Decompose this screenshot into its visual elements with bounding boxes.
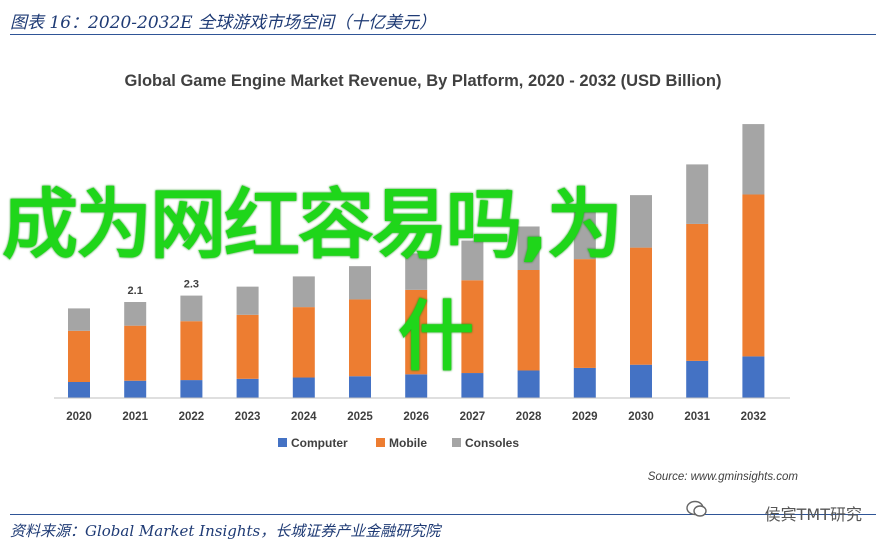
legend-swatch-consoles bbox=[452, 438, 461, 447]
bar-computer-2020 bbox=[68, 382, 90, 398]
legend-label-consoles: Consoles bbox=[465, 436, 519, 450]
wechat-icon bbox=[686, 500, 707, 517]
figure-header: 图表 16：2020-2032E 全球游戏市场空间（十亿美元） bbox=[10, 4, 876, 35]
bar-mobile-2023 bbox=[236, 314, 259, 379]
x-tick-2028: 2028 bbox=[516, 411, 542, 423]
bar-consoles-2026 bbox=[405, 253, 428, 290]
bar-computer-2026 bbox=[405, 374, 428, 398]
bar-mobile-2026 bbox=[405, 289, 428, 375]
bar-consoles-2023 bbox=[236, 286, 259, 315]
bar-computer-2021 bbox=[124, 380, 147, 398]
x-tick-2032: 2032 bbox=[741, 411, 767, 423]
data-labels: 2.1 2.3 bbox=[128, 279, 199, 297]
x-tick-2031: 2031 bbox=[684, 411, 710, 423]
legend: Computer Mobile Consoles bbox=[278, 436, 519, 450]
legend-swatch-mobile bbox=[376, 438, 385, 447]
bar-computer-2022 bbox=[180, 380, 203, 398]
chart-title: Global Game Engine Market Revenue, By Pl… bbox=[125, 72, 722, 90]
data-label-2021: 2.1 bbox=[128, 285, 143, 297]
bar-consoles-2030 bbox=[630, 195, 652, 248]
source-note: 资料来源：Global Market Insights，长城证券产业金融研究院 bbox=[10, 522, 441, 540]
watermark-text: 侯宾TMT研究 bbox=[764, 505, 862, 524]
revenue-stacked-bar-chart: Global Game Engine Market Revenue, By Pl… bbox=[54, 72, 799, 483]
bar-mobile-2024 bbox=[292, 307, 315, 378]
bar-computer-2030 bbox=[630, 364, 652, 398]
bar-consoles-2025 bbox=[349, 266, 371, 300]
x-tick-labels: 2020 2021 2022 2023 2024 2025 2026 2027 2028 2029… bbox=[66, 411, 766, 423]
bar-consoles-2022 bbox=[180, 295, 203, 322]
bar-consoles-2024 bbox=[292, 276, 315, 308]
bar-mobile-2032 bbox=[742, 194, 765, 357]
x-tick-2022: 2022 bbox=[179, 411, 205, 423]
bar-consoles-2020 bbox=[68, 308, 90, 331]
x-tick-2030: 2030 bbox=[628, 411, 654, 423]
bar-consoles-2027 bbox=[461, 240, 484, 281]
data-label-2022: 2.3 bbox=[184, 279, 199, 291]
bar-computer-2032 bbox=[742, 356, 765, 398]
bar-consoles-2028 bbox=[517, 226, 540, 270]
bar-consoles-2029 bbox=[573, 211, 596, 260]
bar-mobile-2027 bbox=[461, 280, 484, 374]
x-tick-2020: 2020 bbox=[66, 411, 92, 423]
bar-consoles-2021 bbox=[124, 302, 147, 326]
x-tick-2025: 2025 bbox=[347, 411, 373, 423]
bar-computer-2031 bbox=[686, 360, 709, 398]
bar-consoles-2032 bbox=[742, 124, 765, 195]
bar-mobile-2029 bbox=[573, 259, 596, 368]
bar-mobile-2020 bbox=[68, 330, 90, 382]
x-tick-2026: 2026 bbox=[403, 411, 429, 423]
bar-mobile-2021 bbox=[124, 325, 147, 381]
bar-computer-2027 bbox=[461, 373, 484, 398]
bar-mobile-2030 bbox=[630, 247, 652, 365]
legend-label-computer: Computer bbox=[291, 436, 348, 450]
x-tick-2029: 2029 bbox=[572, 411, 598, 423]
figure-footer: 侯宾TMT研究 资料来源：Global Market Insights，长城证券… bbox=[10, 500, 876, 543]
x-tick-2024: 2024 bbox=[291, 411, 317, 423]
bar-mobile-2022 bbox=[180, 321, 203, 381]
bar-mobile-2031 bbox=[686, 223, 709, 361]
x-tick-2027: 2027 bbox=[460, 411, 486, 423]
bar-computer-2029 bbox=[573, 367, 596, 398]
bar-group bbox=[68, 124, 765, 398]
bar-mobile-2028 bbox=[517, 270, 540, 371]
legend-swatch-computer bbox=[278, 438, 287, 447]
chart-source: Source: www.gminsights.com bbox=[648, 471, 799, 483]
bar-computer-2028 bbox=[517, 370, 540, 398]
bar-consoles-2031 bbox=[686, 164, 709, 224]
bar-computer-2023 bbox=[236, 378, 259, 398]
bar-computer-2024 bbox=[292, 377, 315, 398]
legend-label-mobile: Mobile bbox=[389, 436, 427, 450]
bar-mobile-2025 bbox=[349, 299, 371, 377]
figure-header-text: 图表 16：2020-2032E 全球游戏市场空间（十亿美元） bbox=[10, 13, 437, 33]
x-tick-2021: 2021 bbox=[122, 411, 148, 423]
x-tick-2023: 2023 bbox=[235, 411, 261, 423]
bar-computer-2025 bbox=[349, 376, 371, 398]
